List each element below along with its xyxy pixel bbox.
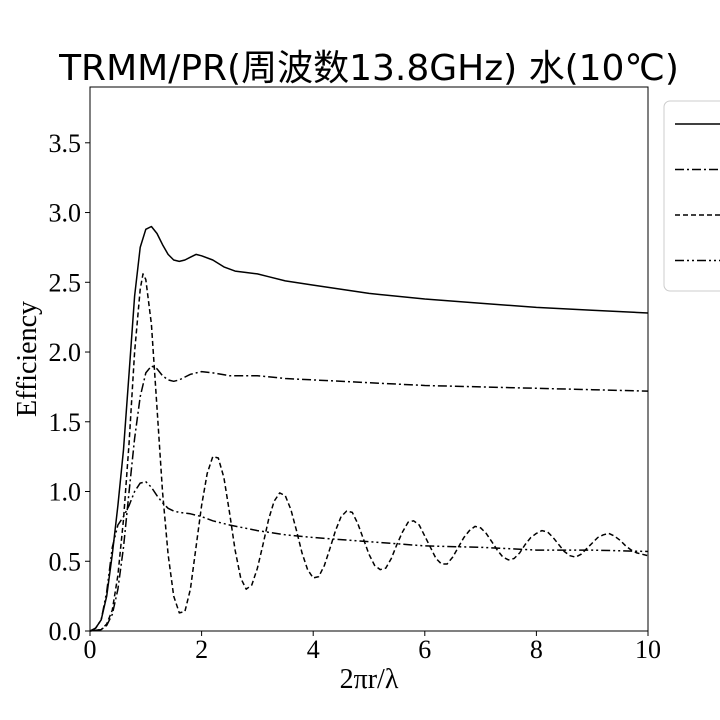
x-tick-label: 0 <box>84 635 97 664</box>
y-tick-label: 3.5 <box>49 129 82 158</box>
legend <box>663 100 720 292</box>
plot-area <box>89 86 649 632</box>
x-tick-label: 2 <box>195 635 208 664</box>
series-line-dashed <box>89 273 649 632</box>
y-axis: 0.0 0.5 1.0 1.5 2.0 2.5 3.0 3.5 <box>49 129 90 646</box>
x-tick-label: 4 <box>307 635 320 664</box>
y-tick-label: 1.0 <box>49 478 82 507</box>
y-tick-label: 0.0 <box>49 617 82 646</box>
y-tick-label: 1.5 <box>49 408 82 437</box>
series-layer <box>89 225 649 632</box>
x-axis: 0 2 4 6 8 10 <box>84 631 661 664</box>
series-line-dashdot <box>89 365 649 632</box>
legend-box <box>663 100 720 292</box>
y-tick-label: 0.5 <box>49 547 82 576</box>
x-axis-label: 2πr/λ <box>340 664 399 695</box>
y-tick-label: 2.5 <box>49 268 82 297</box>
legend-entries <box>675 123 720 262</box>
y-tick-label: 3.0 <box>49 199 82 228</box>
x-tick-label: 8 <box>530 635 543 664</box>
y-tick-label: 2.0 <box>49 338 82 367</box>
x-tick-label: 10 <box>635 635 661 664</box>
y-axis-label: Efficiency <box>12 301 43 417</box>
x-tick-label: 6 <box>418 635 431 664</box>
series-line-solid <box>89 225 649 632</box>
series-line-dashdotdot <box>89 480 649 632</box>
chart-title: TRMM/PR(周波数13.8GHz) 水(10℃) <box>58 48 679 89</box>
